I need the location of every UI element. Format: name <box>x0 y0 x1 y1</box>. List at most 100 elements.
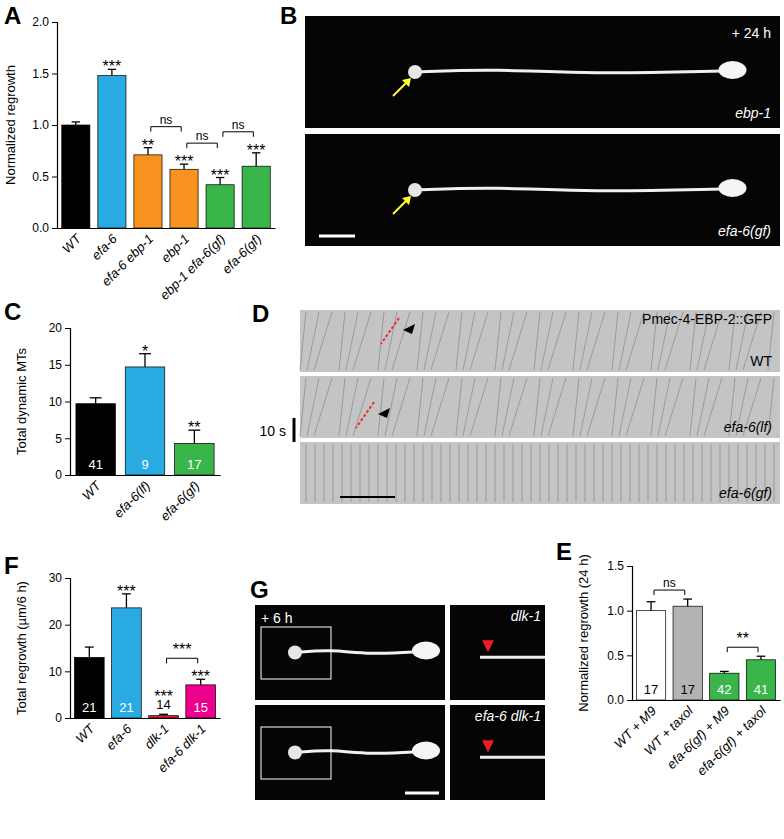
y-tick-mark <box>52 177 57 178</box>
x-tick-label: efa-6 <box>88 231 120 263</box>
kymo-streak <box>300 312 306 370</box>
kymo-streak <box>534 312 540 370</box>
x-axis: WT + M9WT + taxolefa-6(gf) + M9efa-6(gf)… <box>611 700 780 778</box>
comparison-label: ns <box>663 576 676 590</box>
y-tick-label: 0.0 <box>32 221 49 235</box>
kymo-streak <box>534 378 540 436</box>
arrow-head <box>402 196 411 205</box>
scale-bar <box>319 235 355 238</box>
error-stem <box>650 602 651 611</box>
arrow-head <box>403 324 415 334</box>
y-tick: 15 <box>49 358 70 372</box>
kymo-streak <box>558 444 559 502</box>
y-tick-mark <box>65 578 70 579</box>
bar <box>746 660 775 700</box>
y-tick-mark <box>65 718 70 719</box>
kymo-streak <box>548 378 566 436</box>
kymo-streak <box>540 444 541 502</box>
bar <box>98 76 126 228</box>
kymo-streak <box>587 378 605 436</box>
x-axis-line <box>633 700 781 701</box>
kymo-streak <box>387 444 388 502</box>
kymo-streak <box>333 444 334 502</box>
kymo-streak <box>704 378 722 436</box>
y-tick-label: 0 <box>55 711 62 725</box>
kymo-streak <box>432 444 433 502</box>
kymo-streak <box>702 444 703 502</box>
micrograph <box>255 605 445 700</box>
significance: *** <box>247 142 266 159</box>
image-label: ebp-1 <box>735 105 771 121</box>
n-label: 15 <box>193 700 207 715</box>
plot: 0.00.51.01.52.0WTefa-6efa-6 ebp-1ebp-1eb… <box>3 15 276 302</box>
image-label: WT <box>750 353 772 369</box>
y-tick-mark <box>627 566 632 567</box>
plot: 0102030WTefa-6dlk-1efa-6 dlk-1Total regr… <box>14 571 221 775</box>
comparison-bracket <box>223 132 253 137</box>
kymo-streak <box>477 444 478 502</box>
x-axis-line <box>58 228 276 229</box>
x-tick-label: WT <box>79 477 105 503</box>
image-label: efa-6(lf) <box>724 419 772 435</box>
kymo-streak <box>396 444 397 502</box>
bar <box>636 611 665 700</box>
x-tick-label: efa-6(gf) + taxol <box>694 702 770 778</box>
y-tick-label: 1.0 <box>32 118 49 132</box>
marks <box>62 69 270 228</box>
kymo-streak <box>509 378 527 436</box>
panel-letter: A <box>4 2 21 29</box>
y-tick-label: 15 <box>49 358 63 372</box>
kymo-streak <box>417 378 423 436</box>
error-cap <box>90 397 102 398</box>
y-tick-mark <box>65 328 70 329</box>
scale-bar <box>405 792 439 795</box>
soma <box>719 179 747 197</box>
growth-cone <box>408 183 422 197</box>
micrograph <box>255 705 445 800</box>
kymo-streak <box>300 378 306 436</box>
error-cap <box>757 656 766 657</box>
y-tick: 1.5 <box>32 67 57 81</box>
bar <box>74 657 104 718</box>
y-axis-line <box>627 567 633 701</box>
kymo-streak <box>612 312 618 370</box>
n-label: 21 <box>82 700 96 715</box>
kymo-streak <box>456 378 462 436</box>
kymo-streak <box>675 444 676 502</box>
y-tick-label: 20 <box>49 321 63 335</box>
kymo-streak <box>468 444 469 502</box>
kymo-streak <box>576 444 577 502</box>
x-tick: efa-6 <box>88 228 120 263</box>
x-tick: efa-6 <box>103 718 135 753</box>
kymo-trace <box>356 402 374 428</box>
significance: ** <box>142 137 154 154</box>
y-tick-label: 30 <box>49 571 63 585</box>
x-axis: WTefa-6dlk-1efa-6 dlk-1 <box>71 718 221 775</box>
kymo-streak <box>306 444 307 502</box>
kymo-streak <box>651 378 657 436</box>
kymo-streak <box>693 444 694 502</box>
soma <box>719 61 747 79</box>
y-tick: 5 <box>55 432 70 446</box>
kymo-streak <box>594 444 595 502</box>
y-axis-title: Total dynamic MTs <box>14 348 29 455</box>
growth-cone <box>288 746 302 760</box>
significance: ** <box>188 419 200 436</box>
kymo-streak <box>711 444 712 502</box>
arrow-head <box>378 408 390 418</box>
kymo-streak <box>585 444 586 502</box>
kymo-streak <box>392 378 410 436</box>
kymo-streak <box>573 312 579 370</box>
x-tick-label: ebp-1 efa-6(gf) <box>157 231 228 302</box>
kymo-streak <box>369 444 370 502</box>
kymo-streak <box>456 312 462 370</box>
marks <box>76 354 214 475</box>
y-tick: 10 <box>49 395 70 409</box>
bar <box>170 169 198 228</box>
y-axis-line <box>65 329 71 476</box>
kymo-streak <box>378 378 384 436</box>
x-tick: efa-6(lf) <box>111 475 153 521</box>
y-tick-label: 10 <box>49 665 63 679</box>
axon <box>295 651 422 653</box>
kymo-streak <box>548 312 566 370</box>
